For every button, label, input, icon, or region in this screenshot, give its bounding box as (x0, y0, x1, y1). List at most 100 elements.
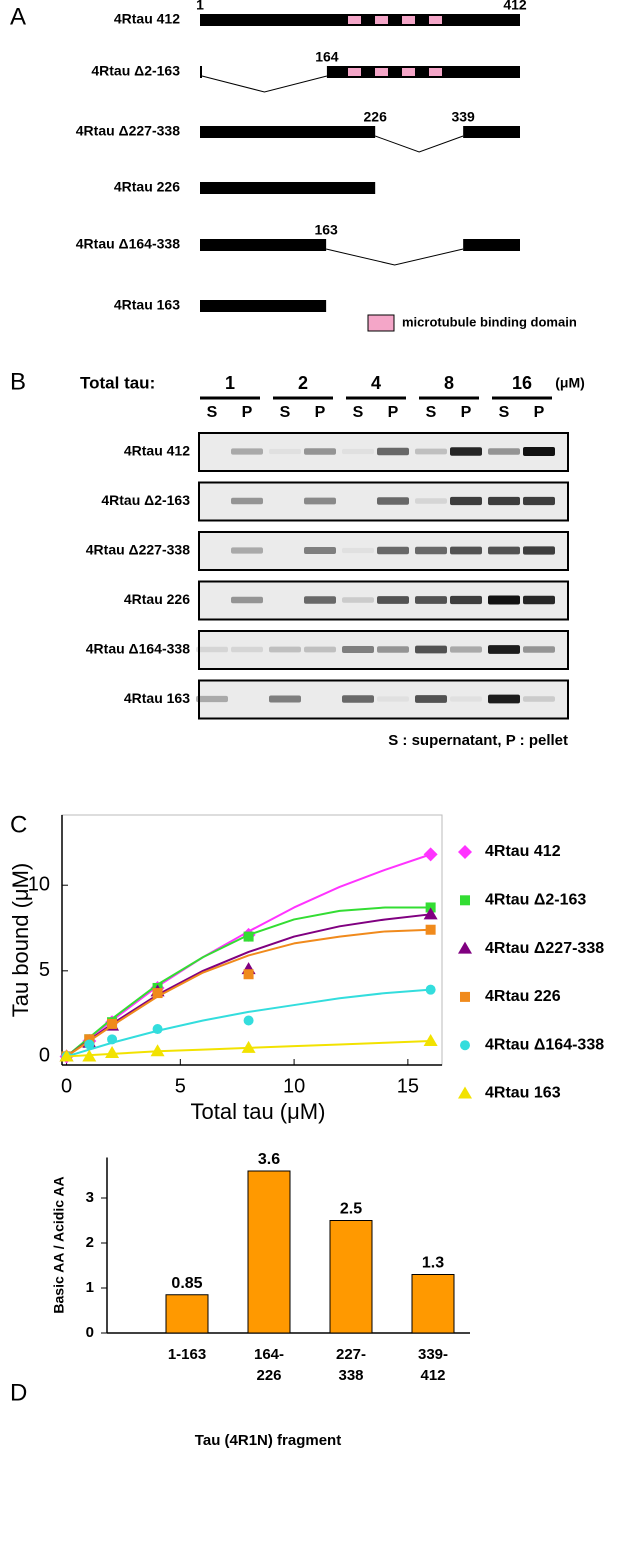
data-point (243, 1015, 254, 1026)
lane-label: P (461, 404, 472, 421)
gel-band (304, 448, 336, 455)
x-tick-label: 1-163 (168, 1346, 206, 1363)
mtbd-repeat (348, 16, 361, 24)
gel-band (523, 595, 555, 605)
gel-band (196, 449, 228, 454)
concentration: 2 (298, 373, 308, 393)
legend-swatch (367, 314, 395, 332)
gel-band (269, 646, 301, 653)
data-point (243, 969, 254, 980)
x-tick-label: 227-338 (336, 1346, 366, 1384)
gel-band (450, 496, 482, 506)
fit-curve (65, 928, 431, 1058)
construct-segment (200, 239, 327, 251)
gel-band (231, 646, 263, 653)
legend-marker (460, 991, 470, 1002)
gel-band (488, 546, 520, 555)
gel-band (231, 697, 263, 702)
gel-band (523, 696, 555, 702)
x-tick-label: 10 (283, 1075, 305, 1097)
legend-label: 4Rtau Δ2-163 (485, 892, 586, 909)
lane-label: S (499, 404, 510, 421)
gel-band (342, 695, 374, 703)
gel-band (523, 496, 555, 506)
gel-row-name: 4Rtau Δ227-338 (86, 542, 190, 558)
data-point (425, 984, 436, 995)
data-point (423, 1034, 438, 1047)
x-tick-label: 0 (61, 1075, 72, 1097)
residue-label: 163 (314, 222, 338, 238)
data-point (150, 1044, 165, 1057)
data-point (107, 1034, 118, 1045)
gel-band (342, 547, 374, 554)
mtbd-repeat (348, 68, 361, 76)
data-point (107, 1018, 118, 1029)
gel-band (304, 547, 336, 554)
lane-label: P (242, 404, 253, 421)
y-tick-label: 0 (86, 1324, 94, 1341)
gel-band (450, 595, 482, 605)
gel-band (377, 596, 409, 604)
construct-name: 4Rtau 226 (114, 179, 180, 195)
gel-band (269, 448, 301, 455)
value-label: 1.3 (422, 1255, 444, 1272)
gel-band (342, 448, 374, 455)
gel-band (304, 697, 336, 702)
gel-band (196, 548, 228, 553)
gel-band (415, 645, 447, 654)
gel-band (450, 546, 482, 555)
lane-label: S (207, 404, 218, 421)
gel-band (231, 547, 263, 554)
gel-band (231, 596, 263, 604)
gel-band (196, 695, 228, 703)
gel-band (304, 596, 336, 604)
gel-band (196, 499, 228, 504)
gel-header: Total tau: (80, 373, 155, 392)
y-tick-label: 0 (39, 1045, 50, 1067)
concentration: 1 (225, 373, 235, 393)
gel-band (269, 548, 301, 553)
unit-label: (μM) (555, 375, 585, 391)
gel-band (523, 546, 555, 555)
data-point (84, 1039, 95, 1050)
gel-row-name: 4Rtau Δ164-338 (86, 641, 190, 657)
x-tick-label: 339-412 (418, 1346, 448, 1384)
gel-band (377, 497, 409, 505)
y-axis-title: Basic AA / Acidic AA (51, 1176, 67, 1313)
gel-band (415, 546, 447, 555)
construct-segment (200, 300, 327, 312)
data-point (425, 924, 436, 935)
mtbd-repeat (402, 68, 415, 76)
gel-band (231, 448, 263, 455)
bar (411, 1274, 455, 1334)
gel-caption: S : supernatant, P : pellet (388, 732, 568, 749)
residue-label: 226 (364, 109, 388, 125)
construct-name: 4Rtau Δ227-338 (76, 123, 180, 139)
y-tick-label: 10 (28, 873, 50, 895)
deletion-line (375, 135, 464, 153)
lane-label: P (315, 404, 326, 421)
data-point (84, 1034, 95, 1045)
bar (165, 1294, 209, 1334)
panel-letter: D (10, 1379, 27, 1406)
legend-label: microtubule binding domain (402, 314, 577, 329)
construct-name: 4Rtau Δ2-163 (91, 63, 180, 79)
gel-band (488, 496, 520, 506)
construct-segment (200, 66, 202, 78)
residue-label: 412 (503, 0, 527, 13)
value-label: 0.85 (171, 1275, 202, 1292)
gel-band (415, 695, 447, 703)
residue-label: 164 (315, 49, 339, 65)
gel-band (488, 595, 520, 605)
legend-label: 4Rtau 163 (485, 1085, 561, 1102)
data-point (423, 847, 438, 862)
gel-band (342, 499, 374, 504)
gel-band (377, 646, 409, 653)
y-tick-label: 1 (86, 1279, 94, 1296)
legend-marker (458, 1086, 472, 1099)
mtbd-repeat (429, 16, 442, 24)
gel-row-name: 4Rtau Δ2-163 (101, 492, 190, 508)
gel-row-name: 4Rtau 226 (124, 591, 190, 607)
lane-label: S (353, 404, 364, 421)
